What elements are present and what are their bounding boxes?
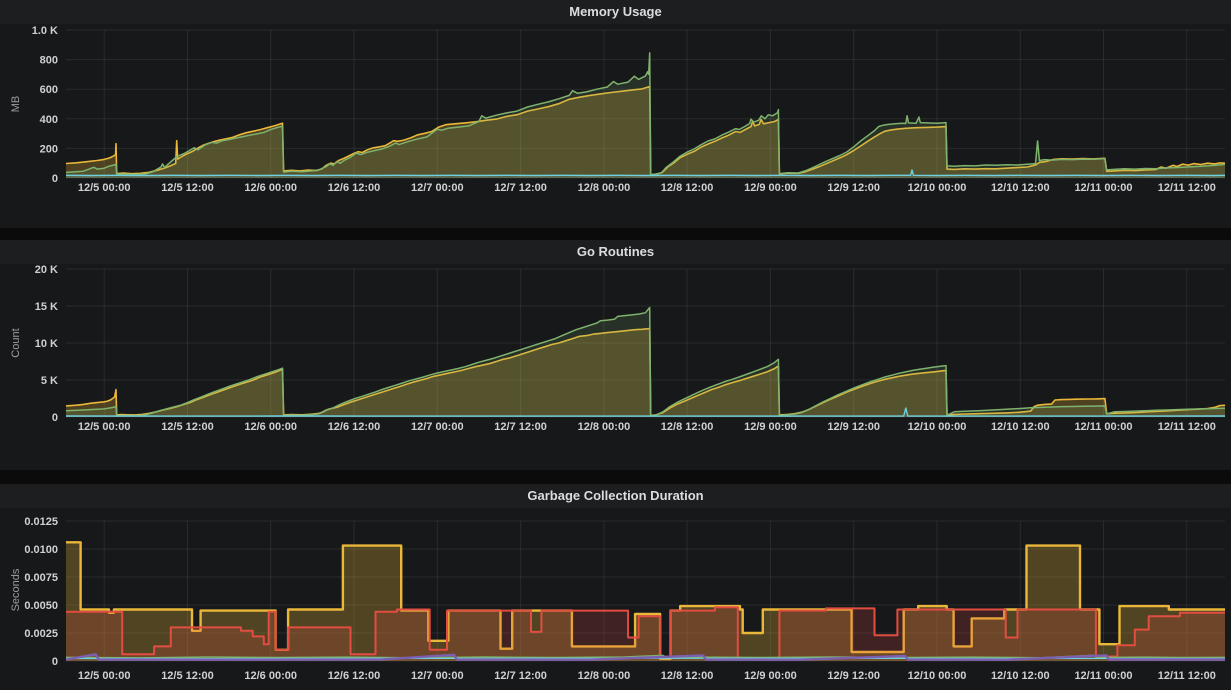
x-tick-label: 12/10 00:00 [908,421,967,433]
y-tick-label: 20 K [35,264,58,276]
y-tick-label: 5 K [41,375,58,387]
y-tick-label: 0.0100 [24,544,58,556]
x-tick-label: 12/6 00:00 [244,670,297,682]
y-axis-unit-label: Seconds [10,568,22,612]
series-area-memory-green [66,52,1225,178]
y-tick-label: 0.0025 [24,628,58,640]
x-tick-label: 12/8 00:00 [578,670,631,682]
series-area-goroutines-yellow [66,328,1225,417]
x-tick-label: 12/11 00:00 [1074,421,1132,433]
panel-title-garbage-collection[interactable]: Garbage Collection Duration [0,484,1231,508]
x-tick-label: 12/8 00:00 [578,182,631,194]
x-tick-label: 12/5 00:00 [78,182,131,194]
series-area-gc-red [66,607,1225,661]
series-line-goroutines-green [65,306,1226,417]
panel-garbage-collection-duration: Garbage Collection Duration Seconds 0 0.0… [0,484,1231,690]
y-tick-label: 0.0075 [24,572,58,584]
x-tick-label: 12/9 00:00 [744,670,797,682]
series-area-goroutines-green [66,307,1225,417]
x-tick-label: 12/7 12:00 [494,421,547,433]
panel-memory-usage: Memory Usage MB 0 200 400 600 800 1.0 K 12/5 0… [0,0,1231,228]
x-tick-label: 12/8 12:00 [661,421,714,433]
series-area-memory-yellow [66,86,1225,178]
y-axis-unit-label: Count [10,328,22,358]
x-tick-label: 12/7 12:00 [494,670,547,682]
x-tick-label: 12/8 00:00 [578,421,631,433]
x-tick-label: 12/8 12:00 [661,670,714,682]
x-tick-label: 12/5 12:00 [161,182,214,194]
series-line-gc-purple [65,653,1225,661]
x-tick-label: 12/11 00:00 [1074,670,1132,682]
x-tick-label: 12/10 12:00 [991,182,1050,194]
y-tick-label: 15 K [35,301,58,313]
y-axis-unit-label: MB [10,95,22,113]
garbage-collection-chart: 0 0.0025 0.0050 0.0075 0.0100 0.0125 12/5 00:0… [24,516,1226,682]
y-tick-label: 0.0050 [24,600,58,612]
y-tick-label: 0 [52,656,58,668]
x-tick-label: 12/9 12:00 [827,421,880,433]
x-tick-label: 12/11 12:00 [1158,182,1216,194]
series-line-goroutines-yellow [65,327,1226,417]
series-line-memory-cyan [65,169,1226,177]
x-tick-label: 12/7 12:00 [494,182,547,194]
x-tick-label: 12/5 00:00 [78,670,131,682]
x-tick-label: 12/6 00:00 [244,421,297,433]
series-area-gc-yellow [66,542,1225,661]
y-tick-label: 200 [40,143,58,155]
x-tick-label: 12/10 00:00 [908,670,967,682]
y-tick-label: 10 K [35,338,58,350]
x-tick-label: 12/10 00:00 [908,182,967,194]
panel-title-memory-usage[interactable]: Memory Usage [0,0,1231,24]
series-line-gc-red [66,606,1225,660]
y-tick-label: 1.0 K [32,25,58,37]
x-tick-label: 12/9 00:00 [744,421,797,433]
x-tick-label: 12/6 12:00 [328,182,381,194]
y-tick-label: 0 [52,173,58,185]
y-tick-label: 800 [40,55,58,67]
memory-usage-chart: 0 200 400 600 800 1.0 K 12/5 00:00 12/5 12:00 12… [32,25,1226,194]
x-tick-label: 12/10 12:00 [991,421,1050,433]
x-tick-label: 12/9 00:00 [744,182,797,194]
x-tick-label: 12/6 12:00 [328,670,381,682]
series-line-memory-green [65,52,1226,176]
x-tick-label: 12/9 12:00 [827,182,880,194]
x-tick-label: 12/11 12:00 [1158,421,1216,433]
x-tick-label: 12/11 00:00 [1074,182,1132,194]
x-tick-label: 12/6 12:00 [328,421,381,433]
x-tick-label: 12/10 12:00 [991,670,1050,682]
y-tick-label: 600 [40,84,58,96]
x-tick-label: 12/9 12:00 [827,670,880,682]
y-tick-label: 400 [40,114,58,126]
x-tick-label: 12/7 00:00 [411,421,464,433]
x-tick-label: 12/5 00:00 [78,421,131,433]
y-tick-label: 0.0125 [24,516,58,528]
x-tick-label: 12/7 00:00 [411,182,464,194]
series-line-goroutines-cyan [65,407,1226,417]
x-tick-label: 12/11 12:00 [1158,670,1216,682]
panel-title-go-routines[interactable]: Go Routines [0,240,1231,264]
x-tick-label: 12/5 12:00 [161,421,214,433]
x-tick-label: 12/7 00:00 [411,670,464,682]
panel-go-routines: Go Routines Count 0 5 K 10 K 15 K 20 K 12/5 0… [0,240,1231,470]
x-tick-label: 12/5 12:00 [161,670,214,682]
series-line-memory-yellow [65,85,1226,176]
y-tick-label: 0 [52,412,58,424]
go-routines-chart: 0 5 K 10 K 15 K 20 K 12/5 00:00 12/5 12:00 12/6… [35,264,1226,433]
x-tick-label: 12/8 12:00 [661,182,714,194]
x-tick-label: 12/6 00:00 [244,182,297,194]
